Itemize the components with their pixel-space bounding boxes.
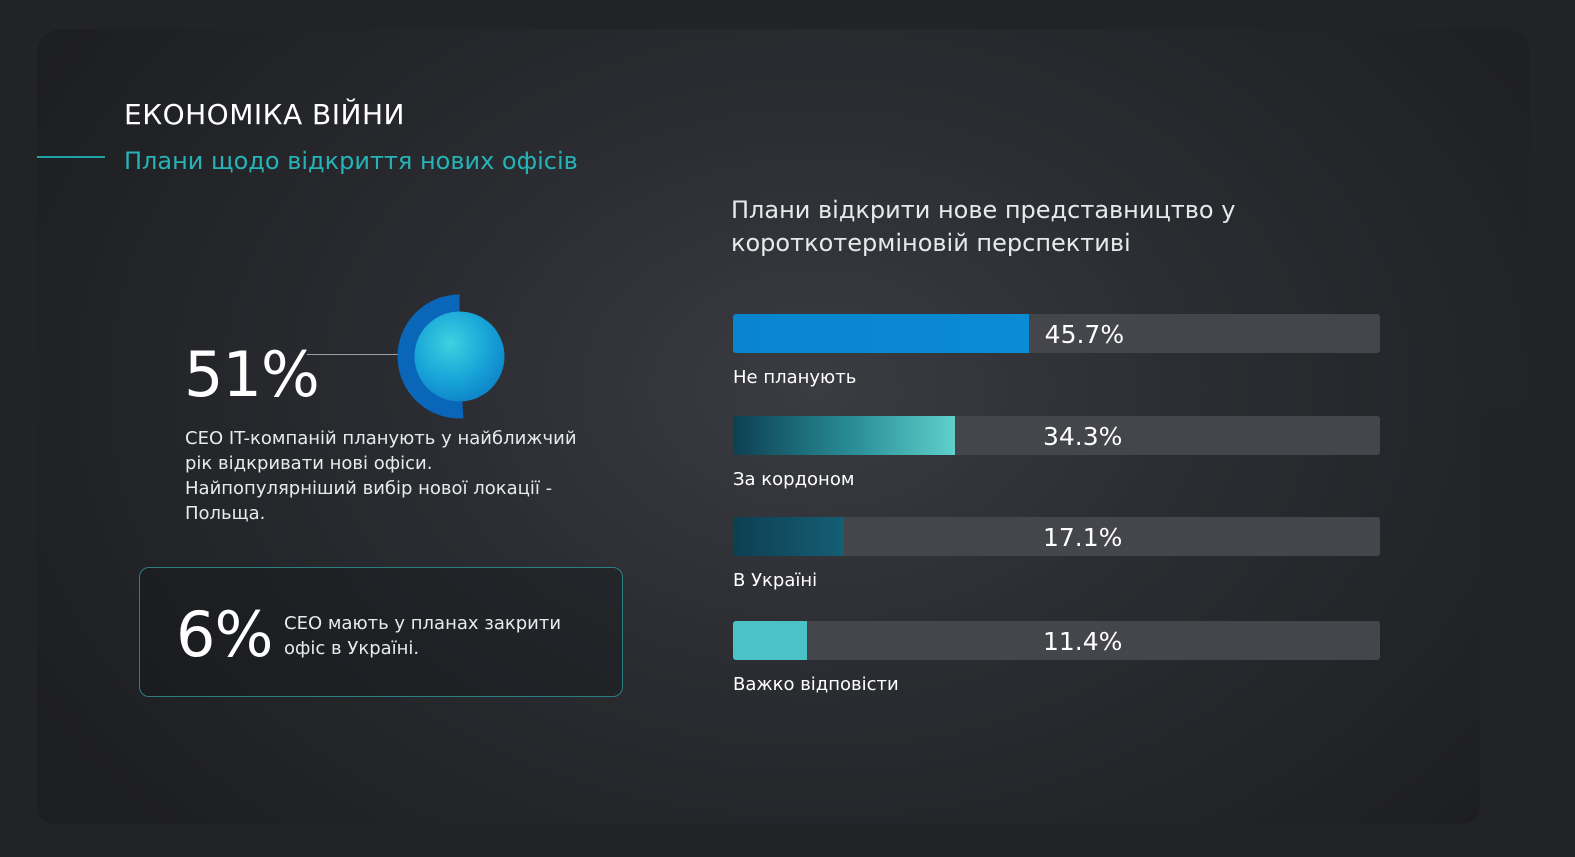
- bar-value-label: 11.4%: [1043, 627, 1123, 656]
- highlight-stat-pie: [397, 294, 505, 419]
- bar-track: 34.3%: [733, 416, 1380, 455]
- callout-box: 6% CEO мають у планах закрити офіс в Укр…: [139, 567, 623, 697]
- bar-fill: [733, 416, 955, 455]
- callout-stat-value: 6%: [176, 598, 273, 671]
- bar-track: 17.1%: [733, 517, 1380, 556]
- bar-fill: [733, 314, 1029, 353]
- bar-row: 17.1% В Україні: [733, 517, 1380, 591]
- bar-value-label: 45.7%: [1044, 320, 1125, 349]
- chart-title: Плани відкрити нове представництво у кор…: [731, 196, 1236, 257]
- bar-track: 45.7%: [733, 314, 1380, 353]
- stat-connector-line: [307, 354, 407, 355]
- bar-fill: [733, 517, 844, 556]
- page-title: ЕКОНОМІКА ВІЙНИ: [124, 98, 405, 131]
- highlight-stat-disc: [414, 311, 505, 402]
- bar-fill: [733, 621, 807, 660]
- title-accent-line: [37, 156, 105, 158]
- page-subtitle: Плани щодо відкриття нових офісів: [124, 147, 578, 175]
- bar-value-label: 17.1%: [1043, 523, 1123, 552]
- bar-category-label: Важко відповісти: [733, 674, 899, 695]
- bar-value-label: 34.3%: [1043, 422, 1123, 451]
- highlight-stat-value: 51%: [184, 338, 320, 411]
- bar-row: 11.4% Важко відповісти: [733, 621, 1380, 695]
- bar-track: 11.4%: [733, 621, 1380, 660]
- bar-category-label: Не планують: [733, 367, 857, 388]
- highlight-stat-description: CEO IT-компаній планують у найближчий рі…: [185, 428, 577, 524]
- bar-category-label: В Україні: [733, 570, 818, 591]
- bar-row: 45.7% Не планують: [733, 314, 1380, 388]
- bar-category-label: За кордоном: [733, 469, 855, 490]
- callout-stat-text: CEO мають у планах закрити офіс в Україн…: [284, 613, 562, 659]
- bar-row: 34.3% За кордоном: [733, 416, 1380, 490]
